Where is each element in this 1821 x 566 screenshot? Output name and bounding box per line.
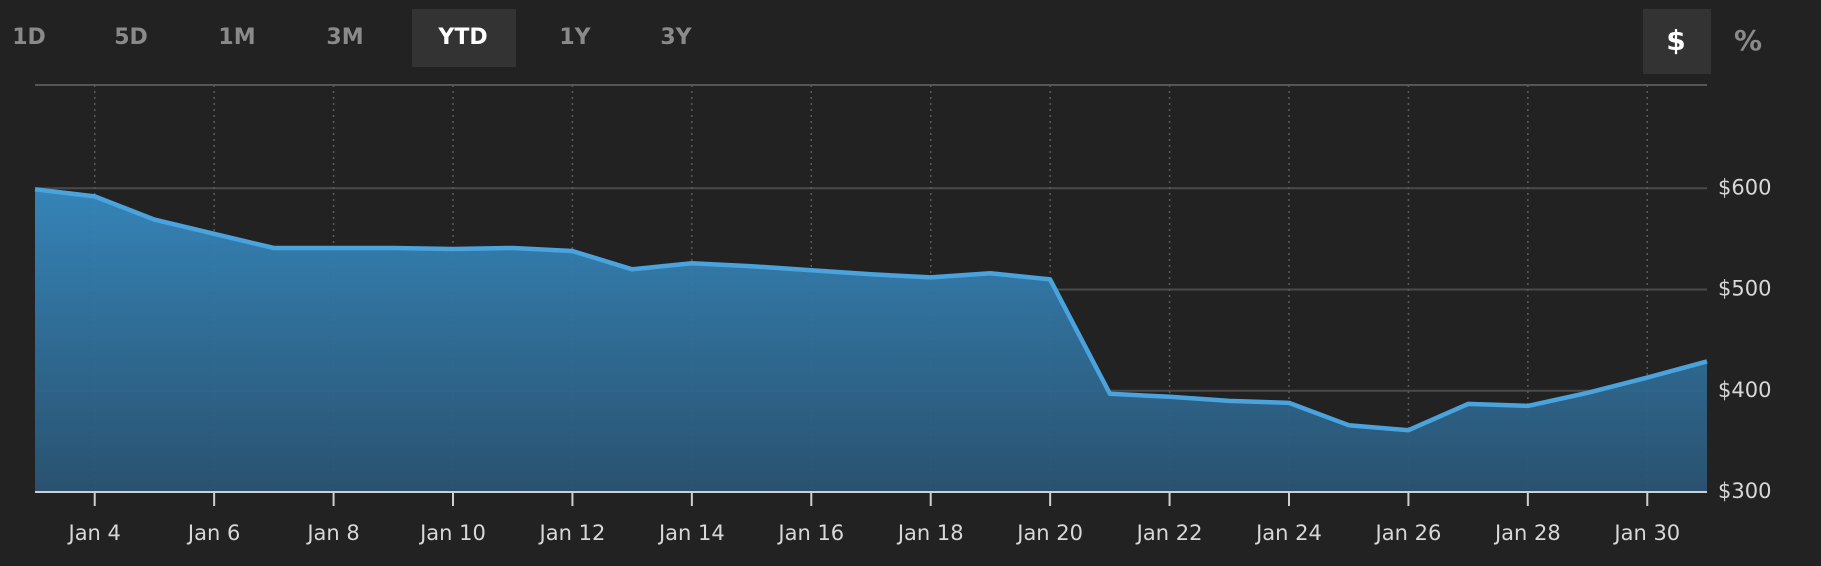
range-button[interactable]: 3Y (660, 25, 692, 50)
x-tick-label: Jan 10 (418, 521, 486, 545)
x-tick-label: Jan 16 (776, 521, 844, 545)
range-button[interactable]: 1Y (559, 25, 591, 50)
y-tick-label: $300 (1718, 479, 1771, 503)
active-button-bg (412, 9, 516, 67)
y-tick-label: $500 (1718, 277, 1771, 301)
mode-button[interactable]: % (1734, 24, 1762, 57)
y-tick-label: $600 (1718, 175, 1771, 199)
x-tick-label: Jan 4 (67, 521, 121, 545)
x-tick-label: Jan 20 (1015, 521, 1083, 545)
x-tick-label: Jan 8 (305, 521, 359, 545)
x-tick-label: Jan 14 (657, 521, 725, 545)
x-tick-label: Jan 18 (896, 521, 964, 545)
x-tick-label: Jan 24 (1254, 521, 1322, 545)
x-tick-label: Jan 12 (538, 521, 606, 545)
x-tick-label: Jan 30 (1612, 521, 1680, 545)
x-tick-label: Jan 26 (1374, 521, 1442, 545)
line (34, 187, 1708, 433)
range-button[interactable]: 5D (114, 25, 148, 50)
range-button[interactable]: YTD (437, 25, 487, 50)
active-mode-bg (1643, 9, 1711, 74)
range-button[interactable]: 3M (326, 25, 363, 50)
range-button[interactable]: 1M (218, 25, 255, 50)
x-tick-label: Jan 28 (1493, 521, 1561, 545)
x-tick-label: Jan 22 (1135, 521, 1203, 545)
area (35, 189, 1707, 493)
y-tick-label: $400 (1718, 378, 1771, 402)
x-tick-label: Jan 6 (186, 521, 240, 545)
range-button[interactable]: 1D (12, 25, 46, 50)
mode-button[interactable]: $ (1666, 24, 1685, 57)
